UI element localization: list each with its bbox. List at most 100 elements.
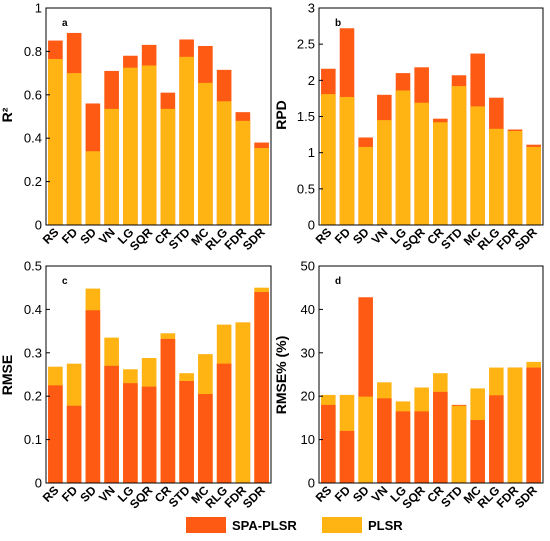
- bar-b-plsr-fdr: [507, 130, 523, 225]
- y-tick-label-a: 0.2: [24, 174, 42, 189]
- y-tick-label-b: 2: [308, 73, 315, 88]
- bar-a-plsr-lg: [123, 67, 138, 226]
- category-label-b-sdr: SDR: [512, 225, 540, 253]
- bar-a-plsr-fd: [66, 73, 82, 225]
- bar-d-spa-plsr-fd: [339, 430, 355, 483]
- bar-c-plsr-fdr: [235, 322, 251, 483]
- bar-c-spa-plsr-cr: [160, 338, 176, 483]
- bar-c-spa-plsr-sd: [85, 310, 101, 483]
- panel-d: RSFDSDVNLGSQRCRSTDMCRLGFDRSDR01020304050…: [273, 259, 544, 512]
- y-tick-label-b: 3: [308, 1, 315, 16]
- bar-c-spa-plsr-rlg: [216, 363, 232, 483]
- bar-d-plsr-std: [451, 405, 467, 483]
- panel-letter-d: d: [335, 276, 341, 287]
- bar-b-plsr-lg: [395, 90, 411, 226]
- legend-swatch-plsr: [322, 517, 362, 533]
- panel-letter-c: c: [62, 276, 68, 287]
- bar-c-spa-plsr-sqr: [141, 386, 157, 483]
- axes-box-d: [318, 265, 544, 484]
- bar-a-plsr-sd: [85, 151, 101, 225]
- y-tick-label-a: 0: [35, 218, 42, 233]
- category-label-c-sdr: SDR: [240, 483, 268, 511]
- y-tick-label-d: 30: [301, 345, 315, 360]
- y-tick-label-b: 1.5: [297, 109, 315, 124]
- y-tick-label-c: 0: [35, 476, 42, 491]
- y-tick-label-a: 0.8: [24, 44, 42, 59]
- bar-c-spa-plsr-fd: [66, 405, 82, 483]
- axes-box-c: [45, 265, 272, 484]
- y-tick-label-b: 2.5: [297, 37, 315, 52]
- category-label-a-sdr: SDR: [240, 225, 268, 253]
- y-tick-label-d: 20: [301, 389, 315, 404]
- bar-d-spa-plsr-cr: [433, 391, 448, 483]
- y-tick-label-a: 0.6: [24, 87, 42, 102]
- bar-a-plsr-rlg: [216, 101, 232, 225]
- bar-c-spa-plsr-lg: [123, 383, 138, 483]
- bar-a-plsr-sdr: [254, 147, 269, 225]
- y-axis-title-b: RPD: [273, 100, 289, 130]
- y-tick-label-a: 0.4: [24, 131, 42, 146]
- bar-b-plsr-rs: [321, 94, 336, 225]
- bar-d-spa-plsr-sqr: [414, 411, 429, 483]
- bar-c-spa-plsr-vn: [104, 365, 119, 483]
- panel-c: RSFDSDVNLGSQRCRSTDMCRLGFDRSDR00.10.20.30…: [0, 259, 272, 512]
- bar-d-spa-plsr-sdr: [526, 367, 541, 483]
- bar-a-plsr-rs: [48, 59, 63, 225]
- y-tick-label-c: 0.4: [24, 302, 42, 317]
- y-tick-label-b: 0.5: [297, 181, 315, 196]
- panel-letter-b: b: [335, 18, 341, 29]
- y-tick-label-d: 0: [308, 476, 315, 491]
- axes-box-a: [45, 7, 272, 226]
- bar-d-spa-plsr-rs: [321, 404, 336, 483]
- bar-b-plsr-mc: [470, 106, 485, 225]
- bar-d-plsr-fdr: [507, 367, 523, 483]
- y-tick-label-d: 10: [301, 432, 315, 447]
- category-label-a-sqr: SQR: [127, 225, 156, 254]
- y-tick-label-c: 0.1: [24, 432, 42, 447]
- bar-c-spa-plsr-mc: [198, 394, 213, 483]
- panel-b: RSFDSDVNLGSQRCRSTDMCRLGFDRSDR00.511.522.…: [273, 1, 544, 254]
- bar-c-spa-plsr-sdr: [254, 292, 269, 483]
- bar-a-plsr-std: [179, 56, 194, 225]
- category-label-c-sqr: SQR: [127, 483, 156, 512]
- y-axis-title-c: RMSE: [0, 355, 15, 395]
- bar-a-plsr-mc: [198, 82, 213, 225]
- bar-d-plsr-sd: [358, 396, 373, 483]
- bar-a-plsr-vn: [104, 108, 119, 225]
- y-tick-label-c: 0.5: [24, 259, 42, 274]
- category-label-d-sdr: SDR: [512, 483, 540, 511]
- bar-a-plsr-cr: [160, 108, 176, 225]
- bar-b-plsr-std: [451, 86, 467, 226]
- bar-b-plsr-cr: [433, 122, 448, 225]
- y-tick-label-a: 1: [35, 1, 42, 16]
- y-tick-label-b: 1: [308, 145, 315, 160]
- bar-d-spa-plsr-mc: [470, 420, 485, 483]
- bar-b-plsr-fd: [339, 96, 355, 225]
- y-axis-title-a: R²: [0, 107, 15, 122]
- category-label-b-sqr: SQR: [399, 225, 428, 254]
- legend-label-plsr: PLSR: [368, 518, 403, 533]
- panel-a: RSFDSDVNLGSQRCRSTDMCRLGFDRSDR00.20.40.60…: [0, 1, 272, 254]
- y-tick-label-c: 0.3: [24, 345, 42, 360]
- y-tick-label-b: 0: [308, 218, 315, 233]
- bar-a-plsr-fdr: [235, 120, 251, 225]
- bar-b-plsr-sdr: [526, 146, 541, 225]
- y-tick-label-c: 0.2: [24, 389, 42, 404]
- bar-b-plsr-sqr: [414, 102, 429, 225]
- bar-a-plsr-sqr: [141, 65, 157, 225]
- bar-d-spa-plsr-vn: [377, 398, 392, 483]
- bar-b-plsr-rlg: [489, 128, 504, 225]
- category-label-d-sqr: SQR: [399, 483, 428, 512]
- y-axis-title-d: RMSE% (%): [273, 336, 289, 415]
- y-tick-label-d: 40: [301, 302, 315, 317]
- bar-b-plsr-vn: [377, 120, 392, 225]
- legend-label-spa-plsr: SPA-PLSR: [232, 518, 297, 533]
- bar-c-spa-plsr-rs: [48, 385, 63, 483]
- bar-d-spa-plsr-lg: [395, 411, 411, 483]
- bar-b-plsr-sd: [358, 146, 373, 225]
- panel-letter-a: a: [62, 18, 68, 29]
- bar-d-spa-plsr-rlg: [489, 395, 504, 483]
- y-tick-label-d: 50: [301, 259, 315, 274]
- legend-swatch-spa-plsr: [186, 517, 226, 533]
